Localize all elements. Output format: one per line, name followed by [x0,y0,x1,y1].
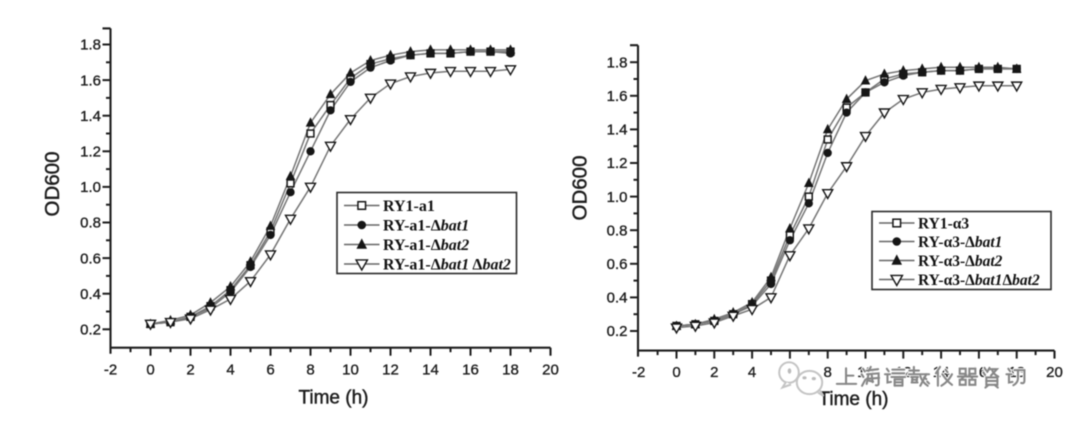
svg-text:10: 10 [342,362,359,379]
svg-text:6: 6 [266,362,274,379]
svg-text:0.6: 0.6 [607,256,628,273]
svg-text:-2: -2 [104,362,117,379]
svg-text:0.8: 0.8 [607,222,628,239]
svg-text:Time (h): Time (h) [298,388,368,409]
svg-text:RY-α3-Δbat1Δbat2: RY-α3-Δbat1Δbat2 [918,272,1040,289]
svg-text:1.0: 1.0 [607,189,628,206]
svg-text:RY-a1-Δbat1: RY-a1-Δbat1 [383,217,469,234]
svg-text:0.4: 0.4 [80,286,101,303]
svg-text:RY-a1-Δbat2: RY-a1-Δbat2 [383,237,469,254]
svg-text:16: 16 [462,362,479,379]
svg-text:14: 14 [422,362,439,379]
svg-text:4: 4 [748,364,756,381]
svg-text:1.0: 1.0 [80,179,101,196]
svg-text:0.4: 0.4 [607,290,628,307]
svg-text:8: 8 [824,364,832,381]
svg-text:18: 18 [502,362,519,379]
svg-text:8: 8 [306,362,314,379]
svg-text:12: 12 [382,362,399,379]
svg-text:0.6: 0.6 [80,250,101,267]
svg-text:RY1-a1: RY1-a1 [383,198,435,215]
svg-text:1.2: 1.2 [607,155,628,172]
svg-text:1.6: 1.6 [607,88,628,105]
svg-text:0.2: 0.2 [80,322,101,339]
svg-text:1.6: 1.6 [80,72,101,89]
svg-text:1.2: 1.2 [80,144,101,161]
svg-text:-2: -2 [632,364,645,381]
svg-text:2: 2 [186,362,194,379]
svg-text:RY1-α3: RY1-α3 [918,215,969,232]
svg-text:0.8: 0.8 [80,215,101,232]
svg-text:1.4: 1.4 [607,122,628,139]
svg-text:0: 0 [672,364,680,381]
svg-text:RY-α3-Δbat1: RY-α3-Δbat1 [918,234,1002,251]
svg-text:OD600: OD600 [569,156,592,221]
svg-text:1.8: 1.8 [607,54,628,71]
svg-text:1.8: 1.8 [80,37,101,54]
svg-text:20: 20 [1046,364,1063,381]
svg-text:OD600: OD600 [41,152,64,217]
svg-text:2: 2 [710,364,718,381]
svg-text:1.4: 1.4 [80,108,101,125]
svg-text:Time (h): Time (h) [818,389,888,410]
svg-text:RY-α3-Δbat2: RY-α3-Δbat2 [918,253,1003,270]
svg-text:4: 4 [226,362,234,379]
svg-text:0: 0 [146,362,154,379]
svg-text:20: 20 [542,362,559,379]
svg-text:0.2: 0.2 [607,323,628,340]
svg-text:RY-a1-Δbat1 Δbat2: RY-a1-Δbat1 Δbat2 [383,256,511,273]
